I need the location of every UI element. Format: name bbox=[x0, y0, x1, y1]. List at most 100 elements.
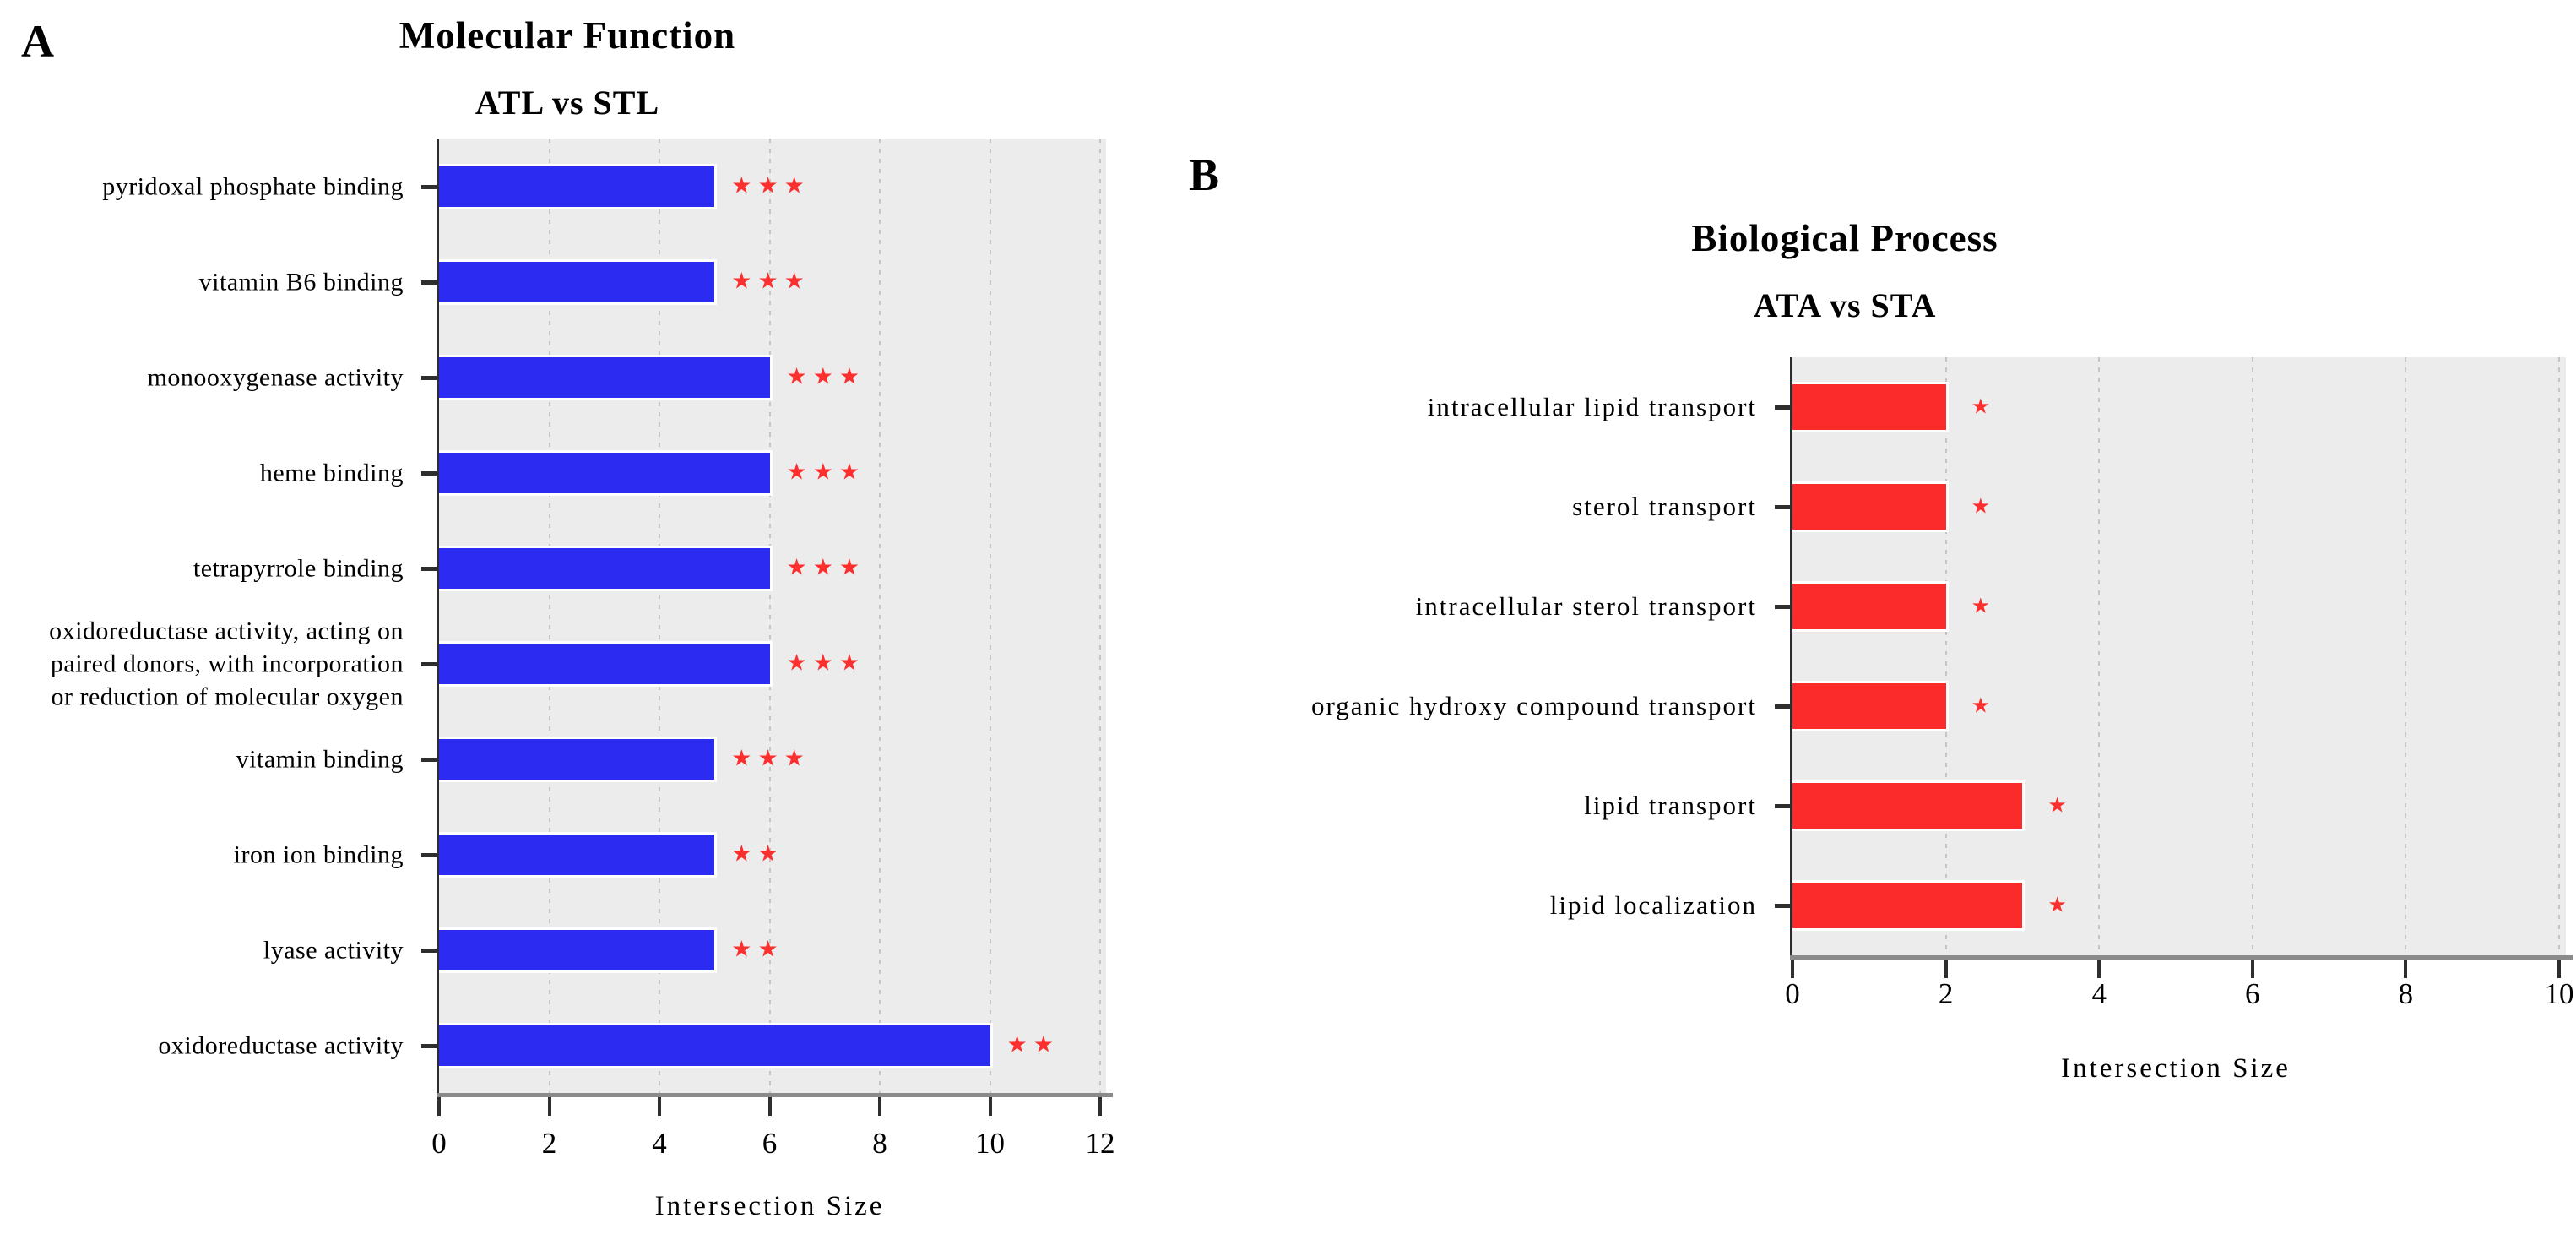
y-axis-tick bbox=[421, 280, 439, 285]
y-axis-tick bbox=[421, 948, 439, 953]
panel-b-letter: B bbox=[1189, 150, 1220, 200]
gridline-x-10 bbox=[2558, 357, 2560, 955]
bar bbox=[439, 1022, 993, 1068]
bar bbox=[439, 927, 718, 973]
x-axis-tick-label: 0 bbox=[1785, 977, 1800, 1010]
bar-row: sterol transport ★ bbox=[1572, 457, 2566, 557]
category-label: oxidoreductase activity, acting on paire… bbox=[49, 617, 404, 710]
x-axis-line bbox=[437, 1093, 1113, 1097]
bar-row: monooxygenase activity ★★★ bbox=[148, 329, 1106, 425]
category-label: vitamin B6 binding bbox=[198, 268, 404, 296]
x-axis-tick bbox=[547, 1097, 551, 1116]
bar bbox=[1792, 681, 1949, 731]
panel-b-title: Biological Process bbox=[1691, 217, 1998, 259]
significance-stars: ★ bbox=[2047, 892, 2073, 917]
bar bbox=[439, 545, 773, 591]
gridline-x-8 bbox=[879, 139, 881, 1093]
significance-stars: ★ bbox=[1971, 593, 1997, 618]
bar bbox=[1792, 780, 2026, 831]
bar bbox=[439, 449, 773, 496]
y-axis-tick bbox=[421, 566, 439, 571]
x-axis-tick-label: 8 bbox=[2398, 977, 2414, 1010]
category-label: heme binding bbox=[259, 459, 404, 487]
significance-stars: ★★★ bbox=[786, 553, 866, 580]
significance-stars: ★★★ bbox=[731, 267, 811, 294]
x-axis-tick-label: 2 bbox=[1938, 977, 1954, 1010]
category-label: lyase activity bbox=[263, 936, 404, 964]
category-label: intracellular lipid transport bbox=[1427, 391, 1757, 421]
gridline-x-10 bbox=[989, 139, 991, 1093]
significance-stars: ★★★ bbox=[786, 649, 866, 676]
significance-stars: ★★ bbox=[1006, 1030, 1060, 1057]
x-axis-tick-label: 4 bbox=[652, 1127, 667, 1160]
gridline-x-6 bbox=[768, 139, 771, 1093]
y-axis-tick bbox=[421, 375, 439, 380]
y-axis-tick bbox=[1775, 505, 1792, 509]
bar bbox=[439, 831, 718, 878]
x-axis-tick bbox=[767, 1097, 772, 1116]
y-axis-tick bbox=[1775, 605, 1792, 609]
significance-stars: ★ bbox=[2047, 792, 2073, 818]
category-label: intracellular sterol transport bbox=[1415, 590, 1757, 621]
bar bbox=[439, 640, 773, 687]
y-axis-tick bbox=[421, 470, 439, 476]
bar-row: organic hydroxy compound transport ★ bbox=[1311, 656, 2566, 756]
x-axis-tick-label: 10 bbox=[975, 1127, 1005, 1160]
panel-a-title-block: Molecular Function bbox=[0, 14, 1135, 57]
category-label: organic hydroxy compound transport bbox=[1310, 690, 1757, 720]
panel-a-subtitle: ATL vs STL bbox=[475, 84, 660, 122]
bar-row: intracellular lipid transport ★ bbox=[1428, 357, 2566, 457]
category-label: lipid localization bbox=[1549, 889, 1757, 920]
category-label: iron ion binding bbox=[233, 840, 404, 868]
x-axis-tick bbox=[658, 1097, 661, 1116]
significance-stars: ★★ bbox=[731, 840, 784, 867]
bar-row: lipid transport ★ bbox=[1584, 756, 2566, 856]
x-axis-tick-label: 6 bbox=[762, 1127, 778, 1160]
x-axis-title: Intersection Size bbox=[2061, 1053, 2291, 1084]
bar-row: oxidoreductase activity ★★ bbox=[158, 998, 1106, 1093]
x-axis-tick-label: 0 bbox=[431, 1127, 447, 1160]
x-axis-tick-label: 8 bbox=[872, 1127, 887, 1160]
x-axis-tick bbox=[2404, 960, 2408, 978]
bar-row: lyase activity ★★ bbox=[263, 902, 1106, 998]
panel-a-title: Molecular Function bbox=[399, 14, 736, 57]
bar-row: heme binding ★★★ bbox=[260, 425, 1106, 520]
panel-a-letter: A bbox=[21, 16, 54, 67]
y-axis-tick bbox=[421, 661, 439, 666]
bar-row: vitamin B6 binding ★★★ bbox=[199, 234, 1106, 329]
gridline-x-4 bbox=[2098, 357, 2101, 955]
x-axis-tick bbox=[437, 1097, 441, 1116]
x-axis-tick bbox=[2250, 960, 2254, 978]
y-axis-tick bbox=[1775, 405, 1792, 410]
y-axis-tick bbox=[1775, 904, 1792, 908]
bar-row: oxidoreductase activity, acting on paire… bbox=[49, 616, 1106, 711]
y-axis-tick bbox=[421, 757, 439, 762]
bar bbox=[1792, 581, 1949, 632]
category-label: monooxygenase activity bbox=[147, 363, 404, 391]
significance-stars: ★★★ bbox=[731, 744, 811, 771]
x-axis-tick bbox=[988, 1097, 992, 1116]
y-axis-tick bbox=[421, 184, 439, 189]
x-axis-tick bbox=[2097, 960, 2101, 978]
category-label: lipid transport bbox=[1584, 790, 1757, 820]
significance-stars: ★ bbox=[1971, 493, 1997, 519]
bar-row: tetrapyrrole binding ★★★ bbox=[193, 520, 1106, 616]
bar-row: iron ion binding ★★ bbox=[234, 807, 1106, 902]
y-axis-tick bbox=[421, 852, 439, 857]
y-axis-tick bbox=[421, 1043, 439, 1048]
gridline-x-2 bbox=[1944, 357, 1947, 955]
plot-area-biological-process: intracellular lipid transport ★ sterol tra… bbox=[1311, 357, 2574, 1083]
category-label: oxidoreductase activity bbox=[158, 1031, 404, 1059]
gridline-x-8 bbox=[2405, 357, 2407, 955]
gridline-x-6 bbox=[2251, 357, 2253, 955]
panel-a-subtitle-block: ATL vs STL bbox=[0, 83, 1135, 122]
bar bbox=[1792, 481, 1949, 532]
significance-stars: ★ bbox=[1971, 394, 1997, 419]
x-axis-tick bbox=[1944, 960, 1948, 978]
category-label: vitamin binding bbox=[236, 745, 404, 773]
x-axis-tick bbox=[2557, 960, 2561, 978]
significance-stars: ★ bbox=[1971, 693, 1997, 718]
category-label: pyridoxal phosphate binding bbox=[102, 172, 404, 200]
plot-area-molecular-function: pyridoxal phosphate binding ★★★ vitamin B6… bbox=[49, 139, 1115, 1221]
